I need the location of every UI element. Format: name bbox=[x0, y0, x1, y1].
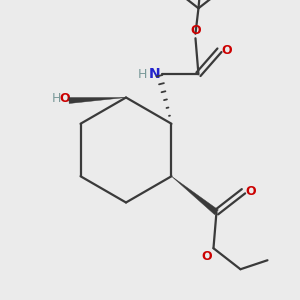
Text: O: O bbox=[190, 24, 201, 37]
Text: O: O bbox=[201, 250, 212, 263]
Text: N: N bbox=[148, 67, 160, 81]
Polygon shape bbox=[69, 98, 126, 103]
Polygon shape bbox=[172, 176, 218, 214]
Text: O: O bbox=[222, 44, 232, 57]
Text: O: O bbox=[60, 92, 70, 106]
Text: H: H bbox=[137, 68, 147, 81]
Text: O: O bbox=[246, 185, 256, 198]
Text: H: H bbox=[52, 92, 62, 106]
